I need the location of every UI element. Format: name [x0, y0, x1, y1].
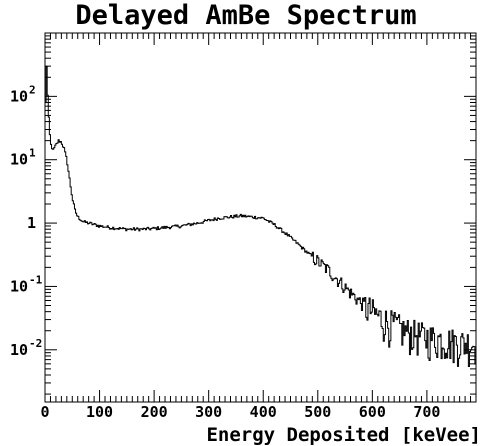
x-axis-title: Energy Deposited [keVee] — [206, 424, 481, 446]
x-tick-label: 0 — [40, 403, 49, 421]
x-tick-label: 600 — [359, 403, 386, 421]
y-tick-exponent: 1 — [29, 147, 36, 160]
y-tick-label: 10 — [10, 151, 28, 169]
y-tick-exponent: 2 — [29, 83, 36, 96]
y-tick-exponent: -1 — [29, 273, 43, 286]
plot-frame — [44, 32, 477, 403]
y-tick-label: 10 — [10, 341, 28, 359]
ticks-layer — [44, 32, 477, 402]
chart-title: Delayed AmBe Spectrum — [75, 0, 416, 31]
x-tick-label: 200 — [141, 403, 168, 421]
x-tick-labels: 0 100 200 300 400 500 600 700 — [40, 403, 440, 421]
x-tick-label: 500 — [304, 403, 331, 421]
x-tick-label: 300 — [195, 403, 222, 421]
y-tick-exponent: -2 — [29, 337, 42, 350]
y-tick-label: 1 — [27, 214, 36, 232]
x-tick-label: 400 — [250, 403, 277, 421]
y-tick-label: 10 — [10, 277, 28, 295]
spectrum-series-line — [45, 66, 476, 367]
x-tick-label: 700 — [413, 403, 440, 421]
y-tick-label: 10 — [10, 87, 28, 105]
x-tick-label: 100 — [86, 403, 113, 421]
